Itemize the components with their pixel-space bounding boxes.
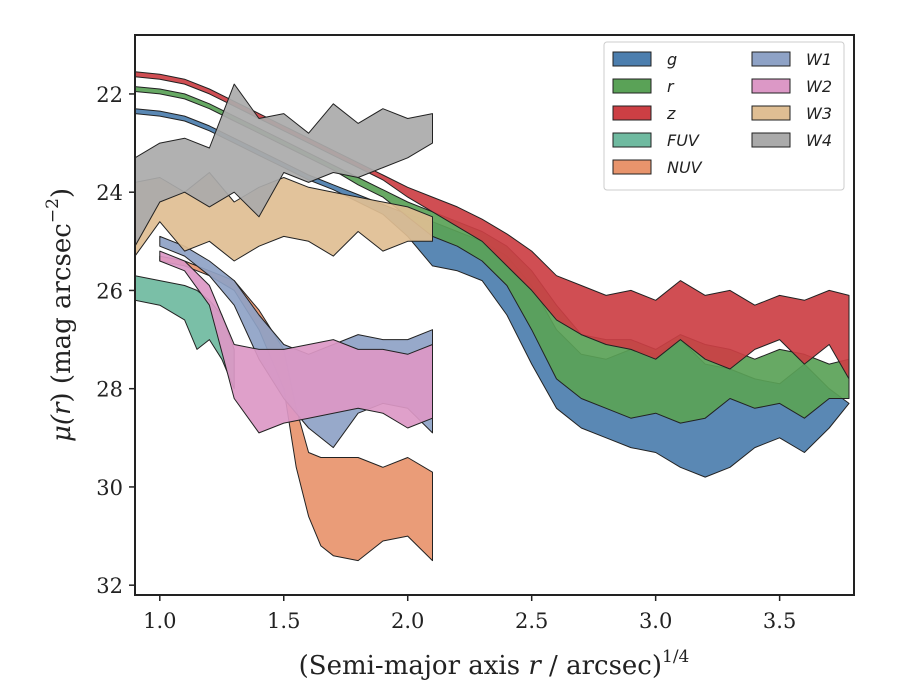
plot-frame — [134, 34, 855, 596]
legend-swatch-fuv — [612, 132, 652, 148]
y-tick-label: 32 — [96, 574, 123, 598]
legend-swatch-w3 — [751, 105, 791, 121]
y-tick-label: 24 — [96, 181, 123, 205]
legend-label-z: z — [666, 104, 676, 123]
legend-label-g: g — [667, 50, 677, 69]
x-axis-label: (Semi-major axis r / arcsec)1/4 — [299, 647, 690, 681]
legend-label-w4: W4 — [806, 131, 832, 150]
legend-swatch-w1 — [751, 51, 791, 67]
legend-label-w1: W1 — [806, 50, 832, 69]
x-tick-label: 1.0 — [143, 609, 176, 633]
x-tick-label: 2.5 — [515, 609, 548, 633]
legend-swatch-w4 — [751, 132, 791, 148]
legend: grz FUV NUV W1 W2 W3 W4 — [603, 41, 845, 191]
series-band-r — [135, 86, 850, 424]
y-tick-label: 26 — [96, 279, 123, 303]
legend-label-nuv: NUV — [667, 158, 703, 177]
y-axis-label: μ(r) (mag arcsec−2) — [43, 188, 77, 442]
x-axis: 1.0 1.5 2.0 2.5 3.0 3.5 — [143, 595, 796, 633]
legend-swatch-r — [612, 78, 652, 94]
x-tick-label: 3.0 — [639, 609, 672, 633]
series-band-w4 — [135, 83, 433, 247]
legend-swatch-w2 — [751, 78, 791, 94]
legend-swatch-g — [612, 51, 652, 67]
y-tick-label: 30 — [96, 476, 123, 500]
series-bands — [135, 71, 850, 562]
legend-swatch-z — [612, 105, 652, 121]
y-tick-label: 22 — [96, 83, 123, 107]
legend-label-r: r — [667, 77, 675, 96]
y-tick-label: 28 — [96, 378, 123, 402]
x-tick-label: 3.5 — [763, 609, 796, 633]
legend-label-w2: W2 — [806, 77, 832, 96]
y-axis: 22 24 26 28 30 32 — [96, 83, 135, 598]
x-tick-label: 1.5 — [267, 609, 300, 633]
legend-label-w3: W3 — [806, 104, 832, 123]
x-tick-label: 2.0 — [391, 609, 424, 633]
legend-swatch-nuv — [612, 159, 652, 175]
series-band-w2 — [159, 250, 433, 434]
legend-label-fuv: FUV — [667, 131, 700, 150]
